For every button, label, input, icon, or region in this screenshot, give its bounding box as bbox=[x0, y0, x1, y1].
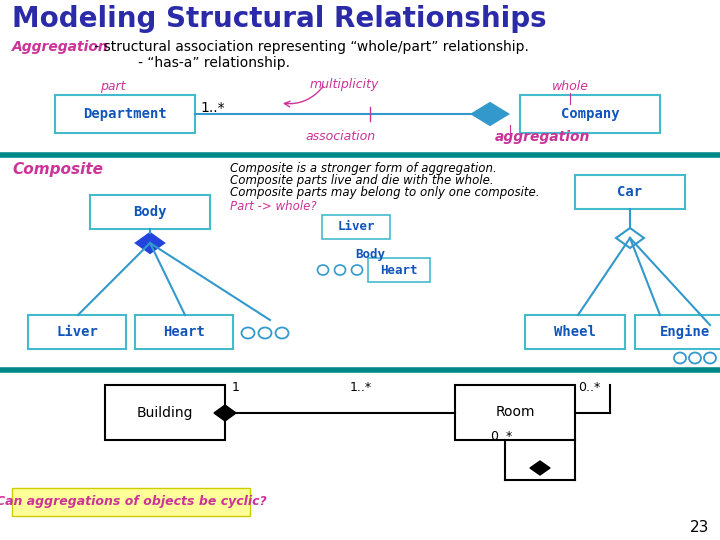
FancyBboxPatch shape bbox=[12, 488, 250, 516]
Text: Heart: Heart bbox=[380, 264, 418, 276]
Text: Liver: Liver bbox=[56, 325, 98, 339]
Text: whole: whole bbox=[552, 80, 589, 93]
Text: - structural association representing “whole/part” relationship.: - structural association representing “w… bbox=[90, 40, 529, 54]
Text: 0..*: 0..* bbox=[490, 430, 512, 443]
Polygon shape bbox=[472, 103, 508, 125]
FancyBboxPatch shape bbox=[105, 385, 225, 440]
FancyBboxPatch shape bbox=[90, 195, 210, 229]
Text: Body: Body bbox=[133, 205, 167, 219]
Text: 23: 23 bbox=[690, 520, 710, 535]
Text: Modeling Structural Relationships: Modeling Structural Relationships bbox=[12, 5, 546, 33]
Polygon shape bbox=[616, 228, 644, 248]
Text: Part -> whole?: Part -> whole? bbox=[230, 200, 317, 213]
FancyBboxPatch shape bbox=[28, 315, 126, 349]
FancyBboxPatch shape bbox=[635, 315, 720, 349]
Polygon shape bbox=[214, 405, 236, 421]
Text: - “has-a” relationship.: - “has-a” relationship. bbox=[90, 56, 290, 70]
Ellipse shape bbox=[704, 353, 716, 363]
Text: Heart: Heart bbox=[163, 325, 205, 339]
Text: Department: Department bbox=[83, 107, 167, 121]
Text: Room: Room bbox=[495, 406, 535, 420]
Ellipse shape bbox=[674, 353, 686, 363]
Polygon shape bbox=[530, 461, 550, 475]
Ellipse shape bbox=[318, 265, 328, 275]
FancyBboxPatch shape bbox=[55, 95, 195, 133]
Ellipse shape bbox=[335, 265, 346, 275]
FancyBboxPatch shape bbox=[525, 315, 625, 349]
FancyBboxPatch shape bbox=[575, 175, 685, 209]
FancyBboxPatch shape bbox=[322, 215, 390, 239]
Text: Liver: Liver bbox=[337, 220, 374, 233]
Text: part: part bbox=[100, 80, 125, 93]
Ellipse shape bbox=[276, 327, 289, 339]
Text: association: association bbox=[305, 130, 375, 143]
Text: Company: Company bbox=[561, 107, 619, 121]
Text: 1..*: 1..* bbox=[350, 381, 372, 394]
Text: Can aggregations of objects be cyclic?: Can aggregations of objects be cyclic? bbox=[0, 496, 266, 509]
Ellipse shape bbox=[351, 265, 362, 275]
Text: Composite parts may belong to only one composite.: Composite parts may belong to only one c… bbox=[230, 186, 539, 199]
Text: multiplicity: multiplicity bbox=[310, 78, 379, 91]
FancyBboxPatch shape bbox=[455, 385, 575, 440]
Text: Building: Building bbox=[137, 406, 193, 420]
Text: Engine: Engine bbox=[660, 325, 710, 339]
Ellipse shape bbox=[258, 327, 271, 339]
Text: Composite: Composite bbox=[12, 162, 103, 177]
Ellipse shape bbox=[241, 327, 254, 339]
FancyBboxPatch shape bbox=[368, 258, 430, 282]
Text: Car: Car bbox=[618, 185, 642, 199]
Text: 1: 1 bbox=[232, 381, 240, 394]
Text: 0..*: 0..* bbox=[578, 381, 600, 394]
Text: Composite is a stronger form of aggregation.: Composite is a stronger form of aggregat… bbox=[230, 162, 497, 175]
FancyBboxPatch shape bbox=[520, 95, 660, 133]
Text: Aggregation: Aggregation bbox=[12, 40, 109, 54]
Text: 1..*: 1..* bbox=[200, 101, 225, 115]
Text: aggregation: aggregation bbox=[495, 130, 590, 144]
Text: Composite parts live and die with the whole.: Composite parts live and die with the wh… bbox=[230, 174, 494, 187]
Text: Body: Body bbox=[355, 248, 385, 261]
FancyBboxPatch shape bbox=[135, 315, 233, 349]
Ellipse shape bbox=[689, 353, 701, 363]
Polygon shape bbox=[136, 233, 164, 253]
Text: Wheel: Wheel bbox=[554, 325, 596, 339]
